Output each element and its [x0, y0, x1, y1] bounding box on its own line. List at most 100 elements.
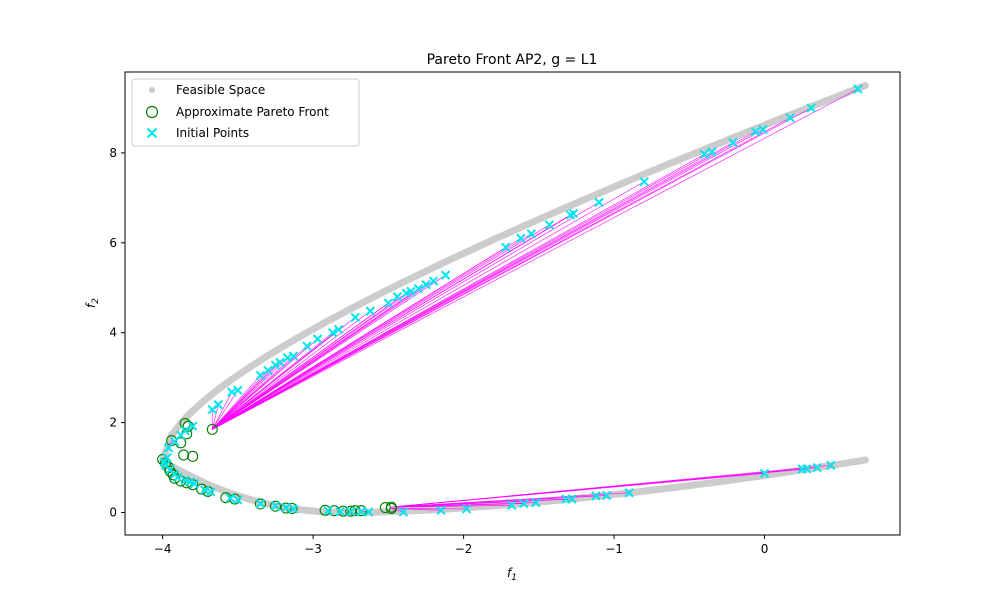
initial-point: [601, 490, 612, 501]
initial-point: [383, 298, 394, 308]
x-axis-title-sub: 1: [511, 573, 517, 583]
initial-point: [172, 472, 183, 483]
initial-point: [806, 103, 816, 113]
ticks-layer: −4 −3 −2 −1 0 0 2 4 6 8: [109, 146, 768, 556]
x-tick-label: −1: [605, 542, 623, 556]
initial-point: [707, 147, 717, 157]
initial-point: [413, 283, 424, 294]
initial-point: [270, 501, 281, 511]
trajectory-line: [212, 332, 333, 430]
trajectory-line: [212, 302, 389, 430]
initial-point: [188, 421, 198, 431]
initial-point: [392, 292, 403, 302]
pareto-point: [280, 502, 292, 514]
initial-point: [323, 506, 333, 516]
initial-point: [312, 334, 323, 344]
trajectory-line: [391, 464, 831, 508]
trajectory-line: [212, 202, 600, 430]
trajectory-line: [212, 247, 506, 430]
initial-point: [162, 452, 172, 463]
initial-point: [436, 505, 446, 515]
initial-point: [275, 357, 285, 368]
initial-point: [401, 288, 412, 298]
initial-point: [365, 306, 375, 316]
initial-point: [565, 210, 576, 220]
initial-point: [440, 270, 451, 280]
trajectory-line: [211, 404, 219, 430]
pareto-point: [178, 449, 190, 461]
initial-point: [812, 462, 822, 473]
initial-point: [333, 324, 344, 335]
trajectory-line: [212, 153, 705, 430]
legend-pareto-marker: [145, 105, 159, 119]
trajectory-line: [212, 292, 407, 430]
y-axis-title-sub: 2: [91, 298, 101, 304]
initial-point: [516, 233, 526, 244]
legend-feasible-marker: [149, 87, 155, 93]
plot-frame: [124, 71, 901, 536]
initial-point: [233, 495, 243, 505]
trajectory-line: [211, 390, 239, 430]
x-tick-label: −4: [154, 542, 172, 556]
initial-point: [428, 276, 439, 286]
legend-pareto-label: Approximate Pareto Front: [176, 105, 329, 119]
initial-point: [567, 494, 577, 504]
y-axis-title-main: f: [84, 302, 98, 308]
initial-point: [356, 506, 366, 517]
initial-point: [801, 464, 812, 474]
y-tick-label: 6: [109, 236, 117, 250]
initial-point: [759, 468, 770, 479]
initial-point: [728, 137, 738, 148]
legend: Feasible Space Approximate Pareto Front …: [131, 78, 360, 147]
initial-point: [594, 197, 604, 208]
trajectory-line: [212, 214, 571, 430]
pareto-point: [206, 423, 218, 435]
initial-point: [853, 84, 863, 94]
initial-point: [826, 460, 836, 471]
initial-point: [544, 220, 555, 230]
initial-point: [526, 229, 537, 239]
x-tick-label: −2: [455, 542, 473, 556]
initial-point: [225, 493, 236, 503]
initial-point: [350, 312, 360, 323]
y-axis-title: f2: [84, 298, 101, 308]
y-tick-label: 0: [109, 506, 117, 520]
legend-initial-label: Initial Points: [176, 126, 249, 140]
trajectory-line: [212, 375, 261, 430]
pareto-point: [379, 502, 391, 514]
initial-point: [163, 443, 174, 453]
trajectory-line: [212, 370, 269, 430]
trajectory-line: [212, 117, 791, 430]
initial-point: [531, 497, 541, 508]
initial-point: [785, 113, 795, 123]
initial-point: [255, 498, 266, 509]
initial-point: [288, 504, 299, 514]
feasible-space-upper-branch: [159, 82, 869, 465]
pareto-point: [319, 504, 331, 516]
initial-point: [750, 127, 761, 137]
y-tick-label: 2: [109, 416, 117, 430]
trajectory-line: [212, 88, 859, 430]
pareto-point: [269, 500, 282, 512]
initial-point: [206, 487, 216, 497]
initial-point: [507, 500, 517, 511]
initial-point: [624, 488, 634, 498]
initial-point: [207, 404, 217, 415]
initial-point: [639, 176, 649, 187]
initial-point: [302, 341, 312, 351]
y-tick-label: 4: [109, 326, 117, 340]
trajectory-line: [212, 181, 645, 430]
initial-point: [189, 479, 199, 489]
initial-point: [364, 507, 374, 517]
initial-point: [461, 504, 472, 514]
legend-feasible-label: Feasible Space: [176, 83, 265, 97]
initial-point: [327, 328, 338, 338]
pareto-point: [385, 502, 397, 515]
initial-point: [227, 387, 237, 397]
initial-point: [335, 506, 345, 517]
x-tick-label: −3: [304, 542, 322, 556]
initial-point: [758, 124, 768, 135]
initial-point: [699, 149, 710, 159]
x-axis-title: f1: [507, 566, 517, 583]
